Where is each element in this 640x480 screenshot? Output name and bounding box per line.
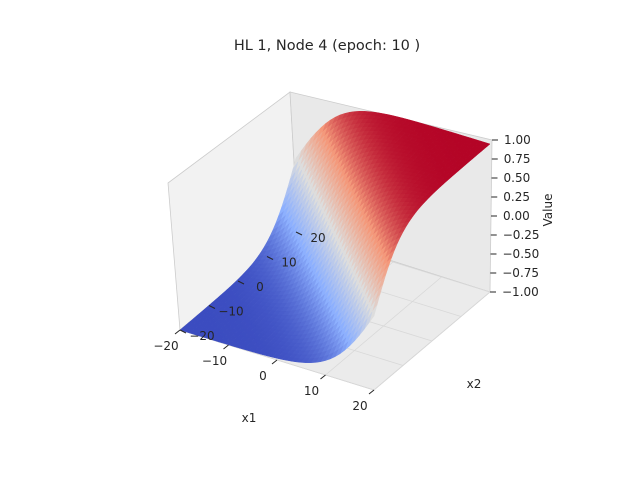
z-tick-label-8: 1.00 [504, 133, 531, 147]
x2-tick-3 [266, 256, 274, 260]
x1-tick-0 [174, 329, 181, 335]
surface [179, 111, 491, 363]
x2-axis-label: x2 [467, 377, 482, 391]
surface-patch [300, 358, 310, 363]
x1-tick-label-0: −20 [153, 339, 178, 353]
axes: −20 −10 0 10 20 −20 −10 0 10 20 −1.00 −0.75 −0.50 −0.… [153, 133, 539, 413]
z-tick-label-3: −0.25 [503, 228, 540, 242]
x1-tick-3 [320, 374, 326, 380]
x1-tick-label-1: −10 [202, 354, 227, 368]
z-tick-label-4: 0.00 [503, 209, 530, 223]
x2-tick-label-0: −20 [189, 329, 214, 343]
x2-tick-0 [179, 329, 187, 334]
z-tick-label-0: −1.00 [502, 285, 539, 299]
x1-axis-label: x1 [242, 411, 257, 425]
x2-tick-label-3: 10 [281, 256, 296, 270]
x2-tick-label-2: 0 [256, 280, 264, 294]
floor-grid-x-3 [325, 276, 442, 376]
z-tick-label-7: 0.75 [504, 152, 531, 166]
value-axis-label: Value [541, 194, 555, 227]
x2-tick-2 [237, 280, 245, 285]
z-tick-label-2: −0.50 [503, 247, 540, 261]
x1-tick-label-2: 0 [259, 369, 267, 383]
x1-tick-label-3: 10 [304, 384, 319, 398]
x1-tick-label-4: 20 [352, 399, 367, 413]
x1-tick-2 [271, 359, 278, 365]
x2-tick-label-4: 20 [310, 231, 325, 245]
x2-tick-1 [208, 305, 216, 309]
x2-tick-label-1: −10 [218, 305, 243, 319]
z-tick-label-5: 0.25 [503, 190, 530, 204]
x1-tick-4 [368, 389, 375, 395]
x1-tick-1 [223, 344, 229, 350]
x2-tick-4 [295, 231, 303, 236]
z-tick-label-1: −0.75 [502, 266, 539, 280]
floor-grid-x-4 [373, 291, 491, 391]
chart-title: HL 1, Node 4 (epoch: 10 ) [234, 38, 420, 54]
z-tick-label-6: 0.50 [504, 171, 531, 185]
